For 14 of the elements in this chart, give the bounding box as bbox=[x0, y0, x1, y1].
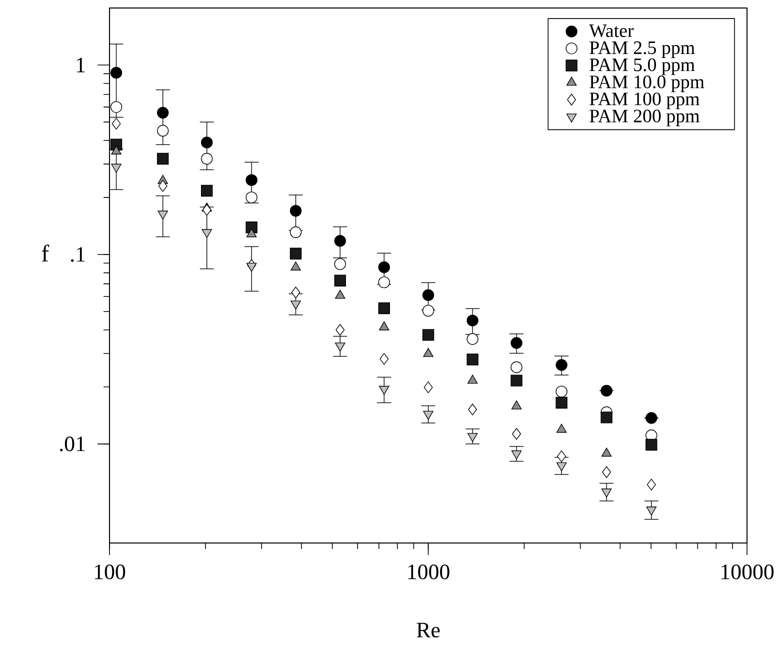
legend-label: PAM 2.5 ppm bbox=[590, 41, 695, 58]
legend-label: PAM 100 ppm bbox=[590, 92, 700, 110]
y-tick-label: 1 bbox=[76, 58, 85, 72]
y-tick-label: .01 bbox=[60, 436, 85, 452]
x-tick-label: 10000 bbox=[722, 564, 774, 580]
x-tick-label: 100 bbox=[95, 564, 126, 580]
legend-label: Water bbox=[589, 24, 634, 38]
legend-label: PAM 200 ppm bbox=[590, 110, 700, 126]
y-axis-title: f bbox=[42, 244, 50, 262]
x-tick-label: 1000 bbox=[408, 564, 450, 580]
legend-label: PAM 5.0 ppm bbox=[590, 58, 695, 76]
x-axis-title: Re bbox=[416, 622, 440, 638]
legend-label: PAM 10.0 ppm bbox=[590, 76, 704, 92]
y-tick-label: .1 bbox=[71, 247, 85, 262]
